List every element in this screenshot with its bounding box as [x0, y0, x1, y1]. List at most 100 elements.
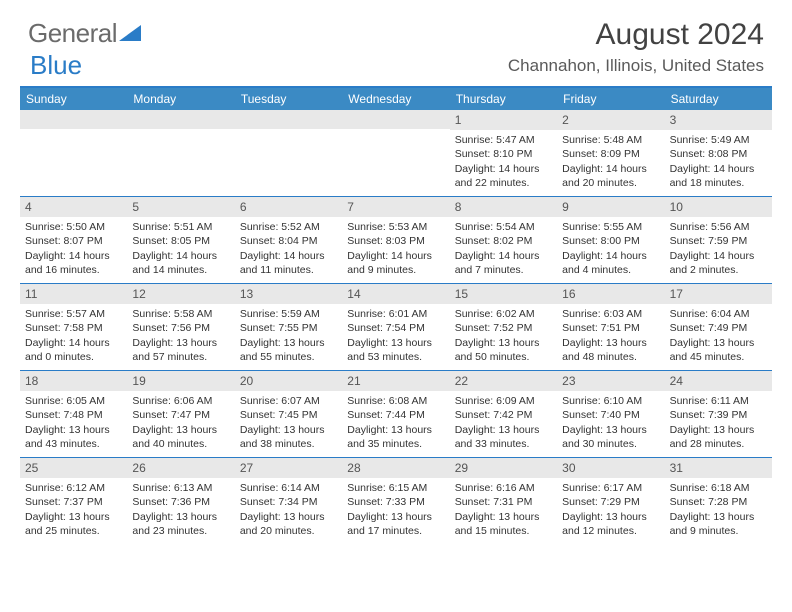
- calendar: SundayMondayTuesdayWednesdayThursdayFrid…: [20, 86, 772, 544]
- day-number: 23: [557, 371, 664, 391]
- day-body: Sunrise: 5:50 AMSunset: 8:07 PMDaylight:…: [20, 217, 127, 281]
- day-number: 20: [235, 371, 342, 391]
- day-number: 1: [450, 110, 557, 130]
- daylight-line-2: and 43 minutes.: [25, 437, 122, 451]
- daylight-line-1: Daylight: 14 hours: [25, 249, 122, 263]
- daylight-line-1: Daylight: 13 hours: [562, 336, 659, 350]
- sunrise-line: Sunrise: 6:16 AM: [455, 481, 552, 495]
- sunset-line: Sunset: 8:07 PM: [25, 234, 122, 248]
- sunset-line: Sunset: 8:10 PM: [455, 147, 552, 161]
- sunrise-line: Sunrise: 5:48 AM: [562, 133, 659, 147]
- daylight-line-2: and 50 minutes.: [455, 350, 552, 364]
- daylight-line-2: and 40 minutes.: [132, 437, 229, 451]
- day-body: Sunrise: 6:07 AMSunset: 7:45 PMDaylight:…: [235, 391, 342, 455]
- day-body: Sunrise: 6:06 AMSunset: 7:47 PMDaylight:…: [127, 391, 234, 455]
- sunset-line: Sunset: 7:40 PM: [562, 408, 659, 422]
- sunrise-line: Sunrise: 6:12 AM: [25, 481, 122, 495]
- day-cell: 14Sunrise: 6:01 AMSunset: 7:54 PMDayligh…: [342, 284, 449, 370]
- sunrise-line: Sunrise: 6:08 AM: [347, 394, 444, 408]
- sunrise-line: Sunrise: 6:18 AM: [670, 481, 767, 495]
- daylight-line-2: and 30 minutes.: [562, 437, 659, 451]
- sunset-line: Sunset: 7:37 PM: [25, 495, 122, 509]
- calendar-week: 18Sunrise: 6:05 AMSunset: 7:48 PMDayligh…: [20, 370, 772, 457]
- day-cell: 29Sunrise: 6:16 AMSunset: 7:31 PMDayligh…: [450, 458, 557, 544]
- calendar-week: 25Sunrise: 6:12 AMSunset: 7:37 PMDayligh…: [20, 457, 772, 544]
- day-number: 16: [557, 284, 664, 304]
- day-body: Sunrise: 5:51 AMSunset: 8:05 PMDaylight:…: [127, 217, 234, 281]
- day-number: 3: [665, 110, 772, 130]
- sunset-line: Sunset: 7:52 PM: [455, 321, 552, 335]
- day-number: 24: [665, 371, 772, 391]
- sunrise-line: Sunrise: 5:55 AM: [562, 220, 659, 234]
- sunrise-line: Sunrise: 5:49 AM: [670, 133, 767, 147]
- sunset-line: Sunset: 7:49 PM: [670, 321, 767, 335]
- daylight-line-2: and 20 minutes.: [562, 176, 659, 190]
- sunset-line: Sunset: 7:45 PM: [240, 408, 337, 422]
- day-cell: [342, 110, 449, 196]
- weekday-header: Friday: [557, 88, 664, 110]
- month-title: August 2024: [508, 18, 764, 52]
- logo: General: [28, 18, 141, 49]
- sunrise-line: Sunrise: 5:59 AM: [240, 307, 337, 321]
- day-body: Sunrise: 6:14 AMSunset: 7:34 PMDaylight:…: [235, 478, 342, 542]
- sunset-line: Sunset: 7:42 PM: [455, 408, 552, 422]
- day-body: Sunrise: 6:12 AMSunset: 7:37 PMDaylight:…: [20, 478, 127, 542]
- daylight-line-1: Daylight: 13 hours: [347, 423, 444, 437]
- daylight-line-1: Daylight: 13 hours: [25, 423, 122, 437]
- daylight-line-1: Daylight: 13 hours: [240, 510, 337, 524]
- day-body: Sunrise: 5:47 AMSunset: 8:10 PMDaylight:…: [450, 130, 557, 194]
- daylight-line-2: and 48 minutes.: [562, 350, 659, 364]
- day-body: Sunrise: 6:01 AMSunset: 7:54 PMDaylight:…: [342, 304, 449, 368]
- day-body: Sunrise: 5:52 AMSunset: 8:04 PMDaylight:…: [235, 217, 342, 281]
- daylight-line-2: and 11 minutes.: [240, 263, 337, 277]
- day-body: Sunrise: 6:16 AMSunset: 7:31 PMDaylight:…: [450, 478, 557, 542]
- weekday-header: Monday: [127, 88, 234, 110]
- day-number: 18: [20, 371, 127, 391]
- daylight-line-1: Daylight: 13 hours: [25, 510, 122, 524]
- day-cell: 21Sunrise: 6:08 AMSunset: 7:44 PMDayligh…: [342, 371, 449, 457]
- sunset-line: Sunset: 7:47 PM: [132, 408, 229, 422]
- day-cell: 15Sunrise: 6:02 AMSunset: 7:52 PMDayligh…: [450, 284, 557, 370]
- daylight-line-1: Daylight: 14 hours: [562, 249, 659, 263]
- day-number: 8: [450, 197, 557, 217]
- sunset-line: Sunset: 7:31 PM: [455, 495, 552, 509]
- daylight-line-1: Daylight: 13 hours: [132, 336, 229, 350]
- weekday-header: Saturday: [665, 88, 772, 110]
- daylight-line-2: and 7 minutes.: [455, 263, 552, 277]
- day-body: Sunrise: 6:11 AMSunset: 7:39 PMDaylight:…: [665, 391, 772, 455]
- weekday-header: Thursday: [450, 88, 557, 110]
- sunset-line: Sunset: 7:28 PM: [670, 495, 767, 509]
- sunrise-line: Sunrise: 5:47 AM: [455, 133, 552, 147]
- day-cell: 20Sunrise: 6:07 AMSunset: 7:45 PMDayligh…: [235, 371, 342, 457]
- sunrise-line: Sunrise: 5:57 AM: [25, 307, 122, 321]
- day-cell: 5Sunrise: 5:51 AMSunset: 8:05 PMDaylight…: [127, 197, 234, 283]
- day-number: 4: [20, 197, 127, 217]
- sunrise-line: Sunrise: 6:15 AM: [347, 481, 444, 495]
- day-cell: 27Sunrise: 6:14 AMSunset: 7:34 PMDayligh…: [235, 458, 342, 544]
- sunrise-line: Sunrise: 5:58 AM: [132, 307, 229, 321]
- day-number: 6: [235, 197, 342, 217]
- logo-triangle-icon: [119, 25, 141, 43]
- sunrise-line: Sunrise: 6:04 AM: [670, 307, 767, 321]
- day-body: Sunrise: 6:03 AMSunset: 7:51 PMDaylight:…: [557, 304, 664, 368]
- daylight-line-2: and 28 minutes.: [670, 437, 767, 451]
- daylight-line-1: Daylight: 13 hours: [562, 423, 659, 437]
- daylight-line-2: and 22 minutes.: [455, 176, 552, 190]
- calendar-week: 4Sunrise: 5:50 AMSunset: 8:07 PMDaylight…: [20, 196, 772, 283]
- day-cell: 24Sunrise: 6:11 AMSunset: 7:39 PMDayligh…: [665, 371, 772, 457]
- day-cell: [20, 110, 127, 196]
- calendar-week: 11Sunrise: 5:57 AMSunset: 7:58 PMDayligh…: [20, 283, 772, 370]
- day-number: 29: [450, 458, 557, 478]
- logo-text-1: General: [28, 18, 117, 49]
- daylight-line-1: Daylight: 14 hours: [455, 249, 552, 263]
- day-cell: 10Sunrise: 5:56 AMSunset: 7:59 PMDayligh…: [665, 197, 772, 283]
- calendar-week: 1Sunrise: 5:47 AMSunset: 8:10 PMDaylight…: [20, 110, 772, 196]
- daylight-line-1: Daylight: 13 hours: [670, 510, 767, 524]
- daylight-line-2: and 45 minutes.: [670, 350, 767, 364]
- sunset-line: Sunset: 7:51 PM: [562, 321, 659, 335]
- day-body: Sunrise: 5:48 AMSunset: 8:09 PMDaylight:…: [557, 130, 664, 194]
- daylight-line-1: Daylight: 14 hours: [670, 162, 767, 176]
- daylight-line-1: Daylight: 13 hours: [240, 336, 337, 350]
- day-cell: 9Sunrise: 5:55 AMSunset: 8:00 PMDaylight…: [557, 197, 664, 283]
- daylight-line-1: Daylight: 13 hours: [455, 510, 552, 524]
